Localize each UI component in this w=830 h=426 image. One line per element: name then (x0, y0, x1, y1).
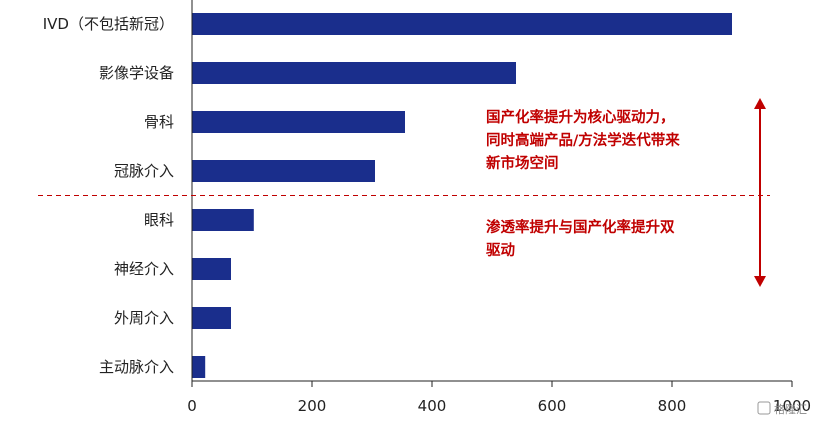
category-label: 主动脉介入 (99, 358, 174, 376)
category-label: IVD（不包括新冠） (43, 15, 174, 33)
bar (192, 258, 231, 280)
annotation-line: 国产化率提升为核心驱动力， (486, 108, 675, 126)
category-label: 影像学设备 (99, 64, 174, 82)
watermark-text: 格隆汇 (774, 402, 807, 416)
bar (192, 307, 231, 329)
category-label: 神经介入 (114, 260, 174, 278)
bars-group (192, 13, 732, 378)
annotation-line: 同时高端产品/方法学迭代带来 (486, 131, 680, 149)
x-tick-label: 800 (658, 397, 687, 415)
annotations-group: 国产化率提升为核心驱动力， 同时高端产品/方法学迭代带来新市场空间渗透率提升与国产… (486, 108, 680, 259)
x-axis: 0 200 400 600 800 1000 (187, 0, 811, 415)
arrow-head-down (754, 276, 766, 287)
category-label: 冠脉介入 (114, 162, 174, 180)
bar (192, 209, 254, 231)
annotation-line: 驱动 (486, 241, 515, 259)
x-tick-label: 600 (538, 397, 567, 415)
bar (192, 111, 405, 133)
x-tick-label: 1000 (773, 397, 811, 415)
x-tick-label: 0 (187, 397, 197, 415)
bar (192, 13, 732, 35)
category-label: 骨科 (144, 113, 174, 131)
annotation-line: 渗透率提升与国产化率提升双 (486, 218, 675, 236)
x-tick-label: 200 (298, 397, 327, 415)
category-label: 外周介入 (114, 309, 174, 327)
category-label: 眼科 (144, 211, 174, 229)
bar (192, 62, 516, 84)
bar (192, 160, 375, 182)
x-tick-label: 400 (418, 397, 447, 415)
double-arrow (754, 98, 766, 287)
arrow-head-up (754, 98, 766, 109)
bar (192, 356, 206, 378)
annotation-line: 新市场空间 (486, 154, 559, 172)
watermark: 格隆汇 (757, 401, 807, 416)
